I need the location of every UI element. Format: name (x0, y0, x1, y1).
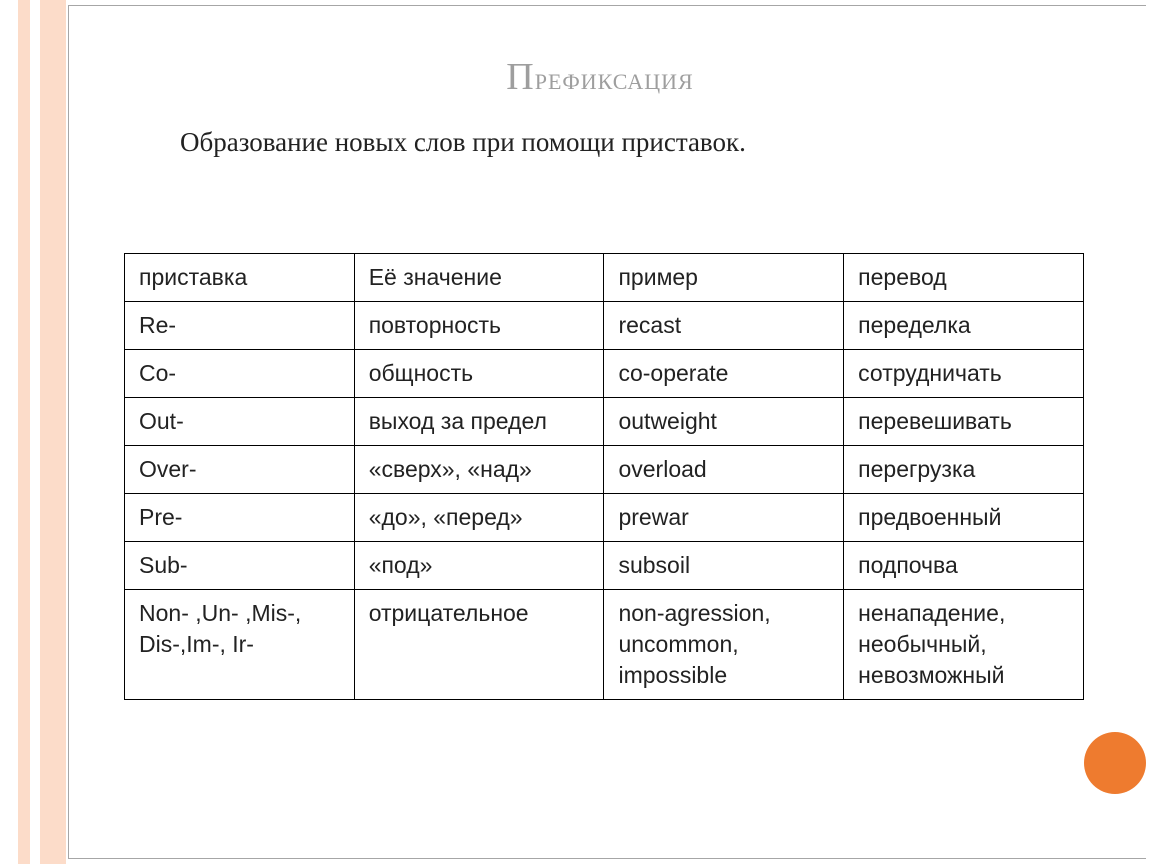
cell-example: prewar (604, 494, 844, 542)
cell-prefix: Out- (125, 398, 355, 446)
page-title: Префиксация (80, 55, 1120, 99)
table-row: Out- выход за предел outweight перевешив… (125, 398, 1084, 446)
cell-example: non-agression, uncommon, impossible (604, 590, 844, 700)
cell-prefix: Re- (125, 302, 355, 350)
cell-meaning: повторность (354, 302, 604, 350)
table-header-row: приставка Её значение пример перевод (125, 254, 1084, 302)
column-header: пример (604, 254, 844, 302)
cell-example: recast (604, 302, 844, 350)
cell-meaning: «под» (354, 542, 604, 590)
cell-meaning: выход за предел (354, 398, 604, 446)
cell-prefix: Co- (125, 350, 355, 398)
cell-prefix: Sub- (125, 542, 355, 590)
title-rest: рефиксация (535, 61, 694, 96)
page-subtitle: Образование новых слов при помощи приста… (180, 127, 1120, 158)
cell-meaning: «до», «перед» (354, 494, 604, 542)
column-header: Её значение (354, 254, 604, 302)
column-header: приставка (125, 254, 355, 302)
prefix-table: приставка Её значение пример перевод Re-… (124, 253, 1084, 700)
table-row: Co- общность co-operate сотрудничать (125, 350, 1084, 398)
decor-band-inner (40, 0, 66, 864)
decor-band-outer (18, 0, 30, 864)
cell-meaning: «сверх», «над» (354, 446, 604, 494)
table-row: Pre- «до», «перед» prewar предвоенный (125, 494, 1084, 542)
cell-example: outweight (604, 398, 844, 446)
cell-translation: сотрудничать (844, 350, 1084, 398)
cell-example: overload (604, 446, 844, 494)
slide-content: Префиксация Образование новых слов при п… (80, 0, 1120, 700)
cell-translation: перевешивать (844, 398, 1084, 446)
cell-prefix: Pre- (125, 494, 355, 542)
cell-translation: подпочва (844, 542, 1084, 590)
cell-prefix: Over- (125, 446, 355, 494)
cell-meaning: общность (354, 350, 604, 398)
cell-meaning: отрицательное (354, 590, 604, 700)
title-first-letter: П (506, 56, 534, 98)
table-row: Re- повторность recast переделка (125, 302, 1084, 350)
slide-frame: Префиксация Образование новых слов при п… (0, 0, 1150, 864)
cell-example: co-operate (604, 350, 844, 398)
cell-example: subsoil (604, 542, 844, 590)
table-row: Non- ,Un- ,Mis-, Dis-,Im-, Ir- отрицател… (125, 590, 1084, 700)
table-row: Sub- «под» subsoil подпочва (125, 542, 1084, 590)
accent-circle-icon (1084, 732, 1146, 794)
cell-prefix: Non- ,Un- ,Mis-, Dis-,Im-, Ir- (125, 590, 355, 700)
table-row: Over- «сверх», «над» overload перегрузка (125, 446, 1084, 494)
column-header: перевод (844, 254, 1084, 302)
cell-translation: переделка (844, 302, 1084, 350)
cell-translation: перегрузка (844, 446, 1084, 494)
cell-translation: ненападение, необычный, невозможный (844, 590, 1084, 700)
cell-translation: предвоенный (844, 494, 1084, 542)
